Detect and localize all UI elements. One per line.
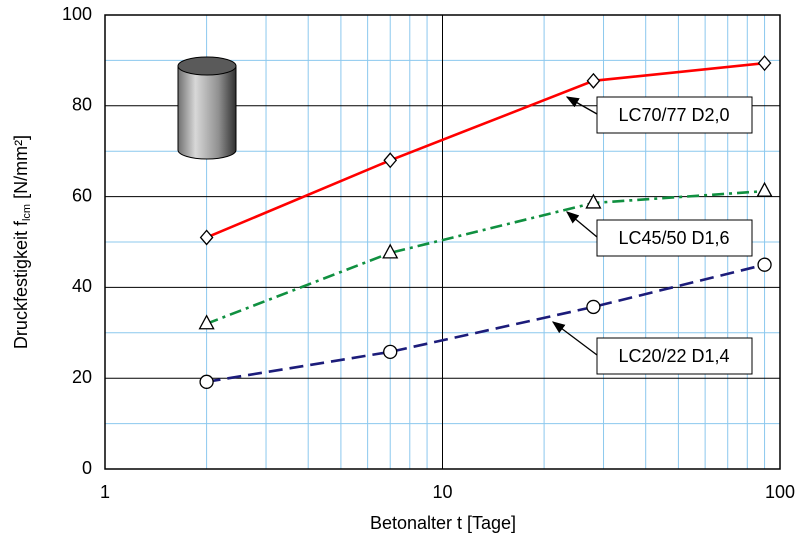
marker-circle [384,345,397,358]
x-axis-label: Betonalter t [Tage] [370,513,516,533]
legend-label: LC70/77 D2,0 [618,105,729,125]
y-tick-label: 100 [62,4,92,24]
y-tick-label: 0 [82,458,92,478]
y-tick-label: 80 [72,95,92,115]
marker-circle [758,258,771,271]
background [0,0,803,538]
marker-circle [200,375,213,388]
y-tick-label: 40 [72,276,92,296]
y-tick-label: 20 [72,367,92,387]
y-axis-label: Druckfestigkeit flcm [N/mm²] [11,135,33,349]
y-tick-label: 60 [72,185,92,205]
x-tick-label: 10 [432,482,452,502]
x-tick-label: 100 [765,482,795,502]
y-label-text: Druckfestigkeit f [11,220,31,349]
legend-label: LC45/50 D1,6 [618,228,729,248]
cylinder-icon [178,57,236,159]
chart: LC70/77 D2,0 LC45/50 D1,6 LC20/22 D1,4 Bet… [0,0,803,538]
legend-label: LC20/22 D1,4 [618,346,729,366]
y-label-subscript: lcm [21,204,33,221]
y-label-unit: [N/mm²] [11,135,31,199]
x-tick-label: 1 [100,482,110,502]
marker-circle [587,300,600,313]
